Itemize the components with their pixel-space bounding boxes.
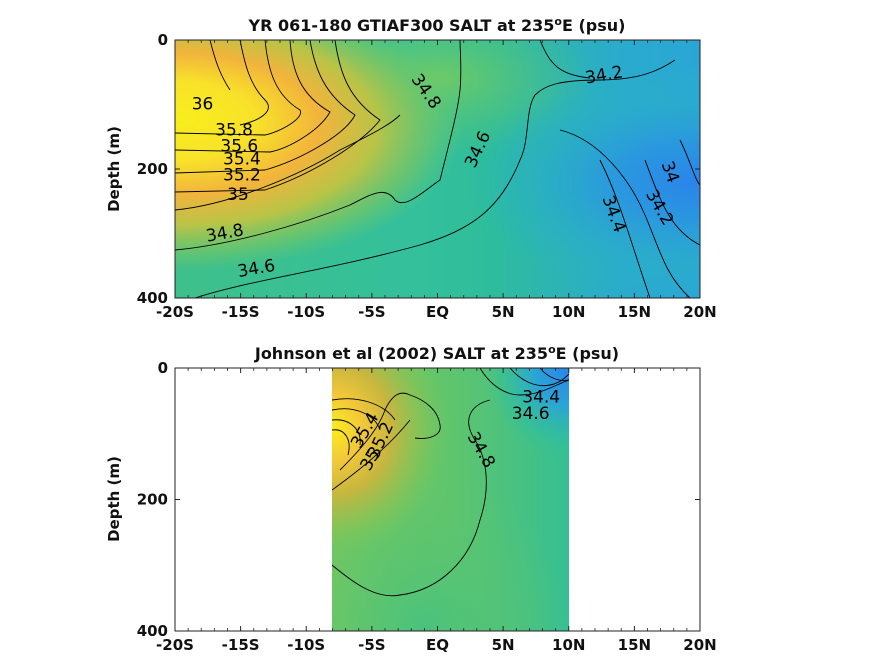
contour-label: 35.2 (223, 165, 261, 185)
panel-1-contour-lines (175, 40, 700, 298)
panel-1-x-ticks: -20S -15S -10S -5S EQ 5N 10N 15N 20N (156, 40, 717, 321)
contour-label: 35.4 (223, 149, 261, 169)
panel-1-y-axis-label: Depth (m) (105, 126, 123, 212)
contour-label: 34.6 (512, 404, 550, 424)
contour-label: 35 (227, 185, 249, 205)
y-tick-label: 0 (158, 31, 168, 49)
x-tick-label: 5N (492, 303, 515, 321)
y-tick-label: 200 (137, 160, 168, 178)
panel-2-heatmap (332, 368, 569, 631)
x-tick-label: -15S (222, 636, 260, 654)
x-tick-label: -10S (287, 303, 325, 321)
x-tick-label: 15N (618, 303, 651, 321)
panel-2-x-ticks: -20S -15S -10S -5S EQ 5N 10N 15N 20N (156, 368, 717, 654)
contour-label: 34.4 (522, 388, 560, 408)
panel-2-contour-lines (332, 368, 569, 597)
contour-label: 35.6 (220, 136, 258, 156)
panel-2-y-axis-label: Depth (m) (105, 456, 123, 542)
x-tick-label: -10S (287, 636, 325, 654)
y-tick-label: 400 (137, 289, 168, 307)
x-tick-label: -5S (358, 636, 385, 654)
x-tick-label: 5N (492, 636, 515, 654)
y-tick-label: 0 (158, 359, 168, 377)
x-tick-label: EQ (426, 636, 449, 654)
observed-salinity-panel: Johnson et al (2002) SALT at 235oE (psu)… (105, 343, 717, 654)
x-tick-label: 15N (618, 636, 651, 654)
x-tick-label: -20S (156, 636, 194, 654)
contour-label: 36 (192, 95, 214, 115)
x-tick-label: 20N (683, 303, 716, 321)
panel-1-y-ticks: 0 200 400 (137, 31, 700, 307)
x-tick-label: EQ (426, 303, 449, 321)
panel-2-title: Johnson et al (2002) SALT at 235oE (psu) (254, 343, 619, 363)
x-tick-label: 10N (552, 303, 585, 321)
contour-label: 35.8 (215, 120, 253, 140)
x-tick-label: -20S (156, 303, 194, 321)
panel-1-title: YR 061-180 GTIAF300 SALT at 235oE (psu) (248, 15, 626, 35)
x-tick-label: -5S (358, 303, 385, 321)
y-tick-label: 200 (137, 491, 168, 509)
panel-2-y-ticks: 0 200 400 (137, 359, 700, 640)
model-salinity-panel: YR 061-180 GTIAF300 SALT at 235oE (psu) … (105, 15, 717, 321)
y-tick-label: 400 (137, 622, 168, 640)
x-tick-label: 20N (683, 636, 716, 654)
panel-1-heatmap (175, 40, 700, 298)
x-tick-label: 10N (552, 636, 585, 654)
x-tick-label: -15S (222, 303, 260, 321)
